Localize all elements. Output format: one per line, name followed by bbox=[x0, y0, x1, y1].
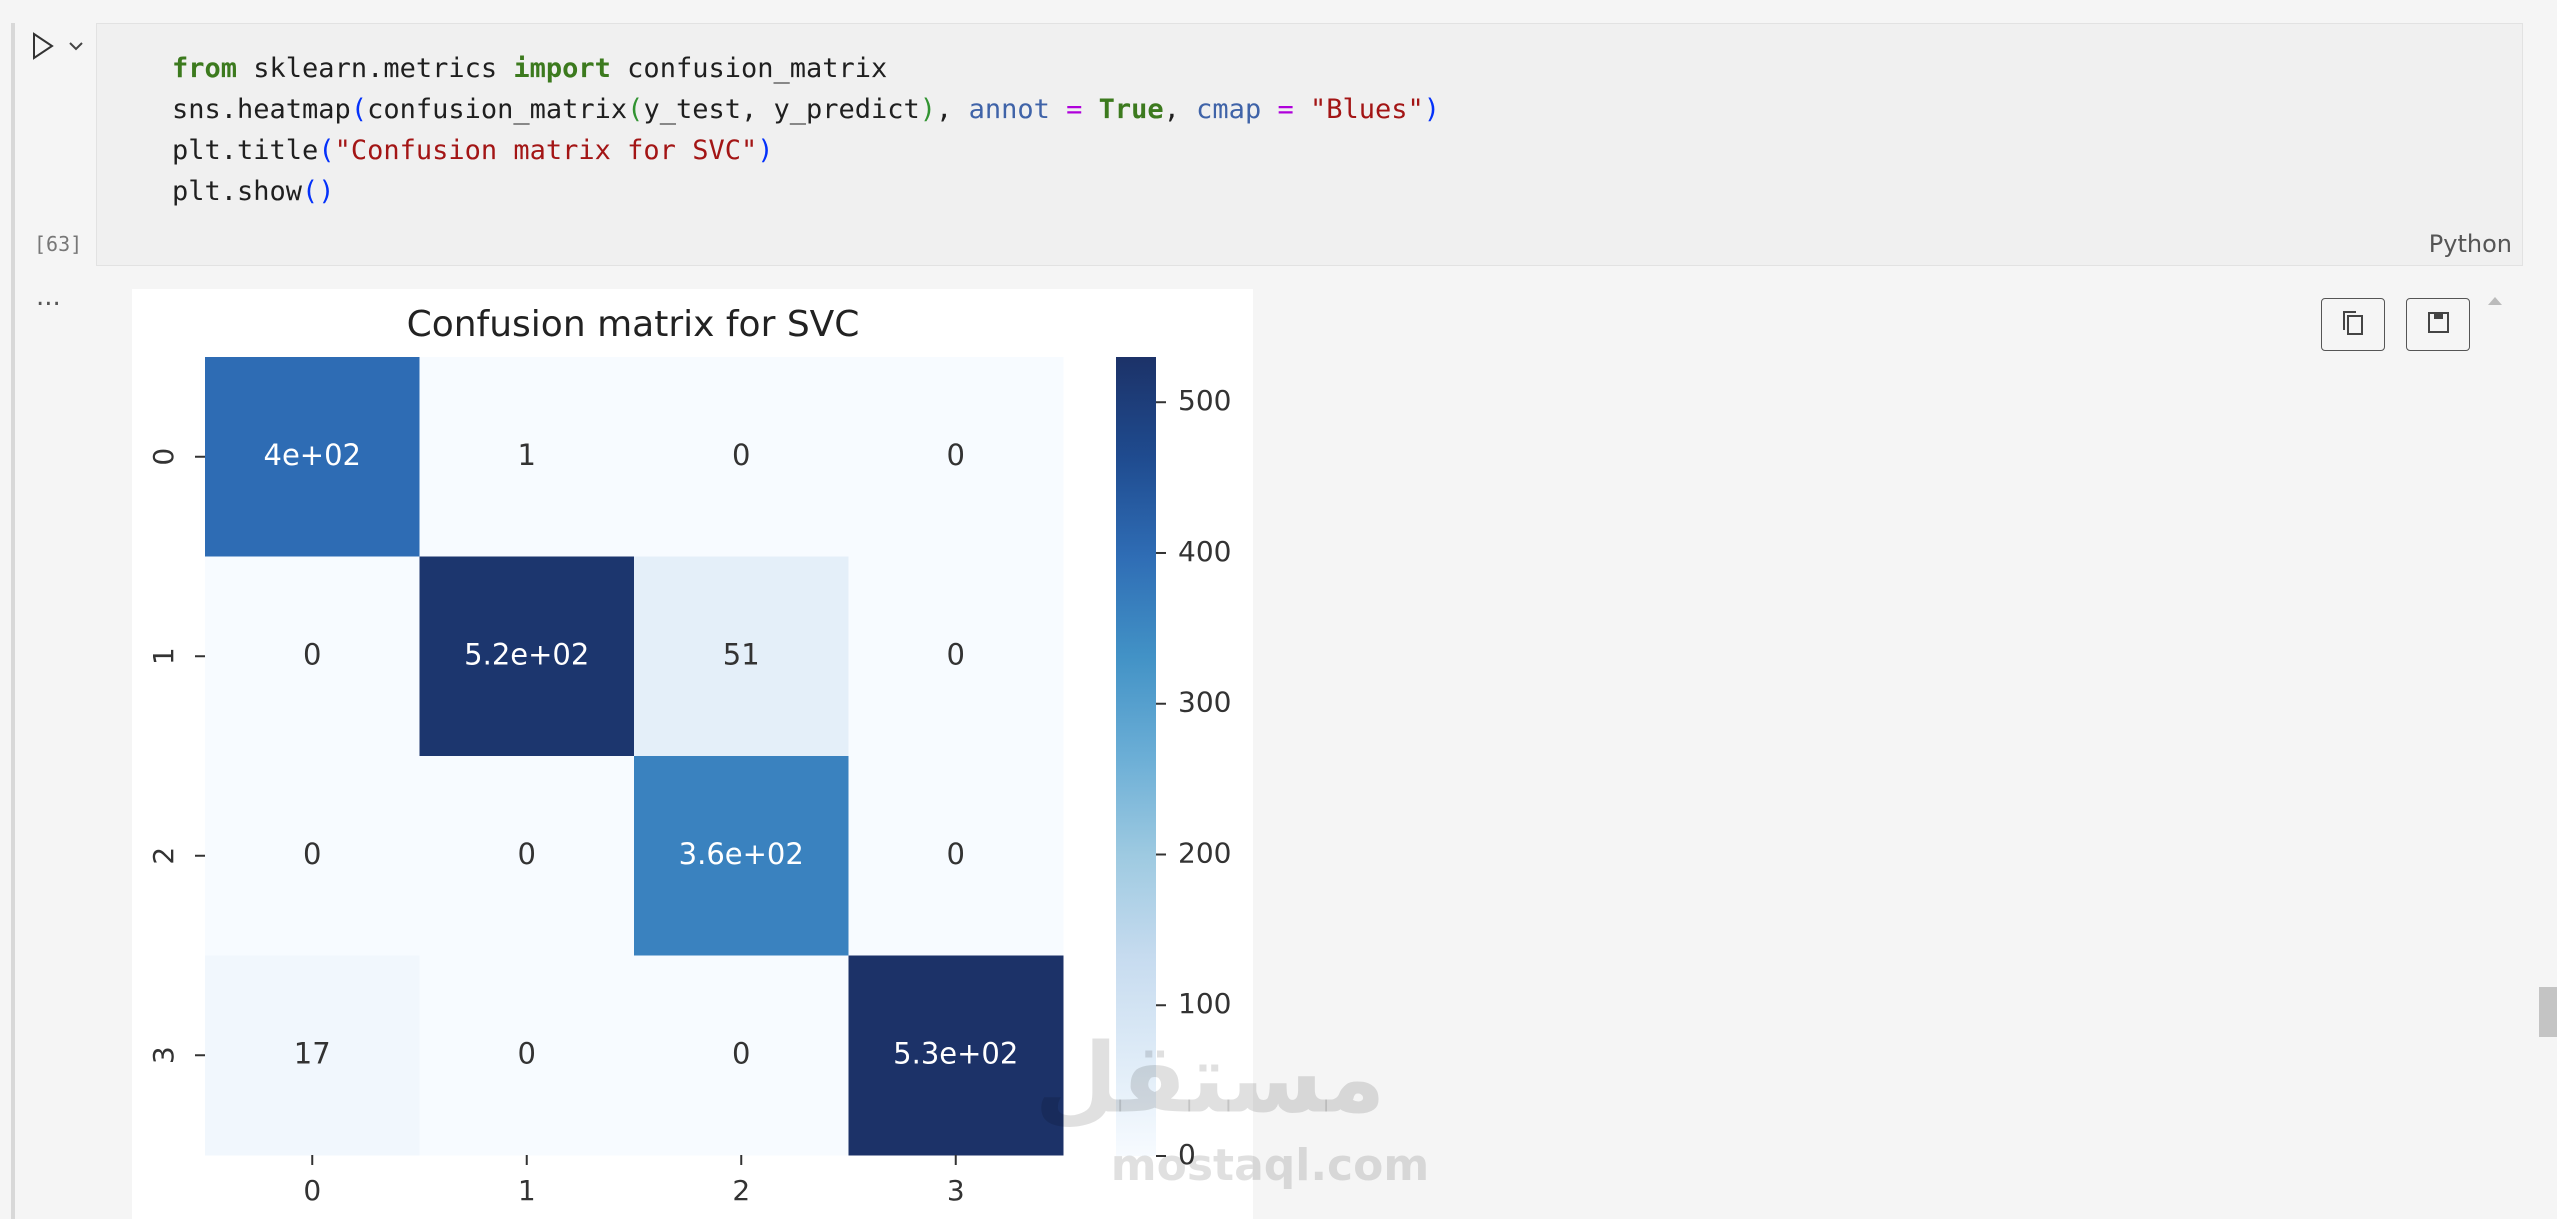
x-tick-label: 3 bbox=[947, 1174, 965, 1207]
code-token: sklearn.metrics bbox=[237, 53, 514, 84]
y-tick-label: 1 bbox=[147, 647, 180, 665]
code-line: plt.show() bbox=[172, 176, 335, 207]
run-button[interactable] bbox=[33, 32, 54, 60]
code-token: import bbox=[513, 53, 611, 84]
heatmap-cell bbox=[205, 955, 420, 1156]
cell-label: 0 bbox=[303, 637, 321, 671]
cell-label: 0 bbox=[947, 438, 965, 472]
heatmap-cell bbox=[848, 955, 1064, 1156]
code-cell[interactable]: from sklearn.metrics import confusion_ma… bbox=[96, 23, 2523, 266]
heatmap-cell bbox=[634, 556, 849, 757]
cell-label: 51 bbox=[723, 637, 760, 671]
heatmap-cell bbox=[205, 357, 420, 557]
cell-label: 0 bbox=[303, 837, 321, 871]
heatmap-cell bbox=[419, 756, 635, 956]
code-token: from bbox=[172, 53, 238, 84]
code-line: plt.title("Confusion matrix for SVC") bbox=[172, 135, 773, 166]
colorbar-tick-label: 100 bbox=[1178, 987, 1231, 1020]
code-token: , bbox=[936, 94, 969, 125]
code-token: sns.heatmap bbox=[172, 94, 351, 125]
colorbar-tick-label: 300 bbox=[1178, 686, 1231, 719]
x-tick-label: 1 bbox=[518, 1174, 536, 1207]
cell-label: 0 bbox=[732, 438, 750, 472]
code-token: plt.show bbox=[172, 176, 303, 207]
cell-label: 0 bbox=[732, 1036, 750, 1070]
code-token: ) bbox=[757, 135, 774, 166]
code-token: "Confusion matrix for SVC" bbox=[334, 135, 758, 166]
cell-label: 5.2e+02 bbox=[464, 637, 589, 671]
cell-label: 0 bbox=[947, 637, 965, 671]
code-token: True bbox=[1098, 94, 1164, 125]
cell-bar bbox=[11, 23, 15, 1219]
x-tick-label: 0 bbox=[303, 1174, 321, 1207]
cell-label: 17 bbox=[294, 1036, 331, 1070]
code-token: ) bbox=[1423, 94, 1441, 125]
colorbar bbox=[1116, 357, 1156, 1156]
cell-label: 0 bbox=[518, 1036, 536, 1070]
code-token: ( bbox=[350, 94, 368, 125]
heatmap-cell bbox=[419, 357, 635, 557]
scroll-up[interactable] bbox=[2488, 297, 2502, 305]
cell-label: 1 bbox=[518, 438, 536, 472]
run-menu[interactable] bbox=[69, 42, 83, 51]
x-tick-label: 2 bbox=[732, 1174, 750, 1207]
execution-count: [63] bbox=[34, 232, 83, 256]
cell-label: 5.3e+02 bbox=[893, 1036, 1018, 1070]
y-tick-label: 2 bbox=[147, 847, 180, 865]
code-token: = bbox=[1261, 94, 1310, 125]
code-token: ( bbox=[627, 94, 644, 125]
watermark-arabic: مستقل bbox=[1034, 1022, 1385, 1134]
code-token: annot bbox=[968, 94, 1050, 125]
code-token: ) bbox=[919, 94, 937, 125]
cell-label: 0 bbox=[947, 837, 965, 871]
code-token: confusion_matrix bbox=[610, 53, 888, 84]
heatmap-cell bbox=[848, 756, 1064, 956]
watermark-latin: mostaql.com bbox=[1111, 1140, 1429, 1191]
heatmap-cell bbox=[205, 556, 420, 757]
cell-language[interactable]: Python bbox=[2428, 230, 2512, 258]
heatmap-cell bbox=[205, 756, 420, 956]
code-token: "Blues" bbox=[1309, 94, 1424, 125]
code-token: = bbox=[1049, 94, 1099, 125]
save-button[interactable] bbox=[2406, 298, 2470, 351]
cell-label: 4e+02 bbox=[264, 438, 362, 472]
y-tick-label: 3 bbox=[147, 1046, 180, 1064]
output-menu[interactable]: ... bbox=[36, 282, 61, 312]
cell-label: 3.6e+02 bbox=[679, 837, 804, 871]
heatmap-cell bbox=[634, 955, 849, 1156]
code-token: confusion_matrix bbox=[367, 94, 628, 125]
save-icon bbox=[2428, 312, 2449, 333]
colorbar-tick-label: 0 bbox=[1178, 1138, 1196, 1171]
heatmap-cell bbox=[848, 357, 1064, 557]
figure bbox=[132, 289, 1253, 1219]
colorbar-tick-label: 200 bbox=[1178, 836, 1231, 869]
heatmap-cell bbox=[634, 756, 849, 956]
heatmap-cell bbox=[419, 955, 635, 1156]
y-tick-label: 0 bbox=[147, 448, 180, 466]
heatmap-cell bbox=[634, 357, 849, 557]
scrollbar-thumb[interactable] bbox=[2539, 987, 2557, 1037]
chart-title: Confusion matrix for SVC bbox=[407, 304, 860, 345]
colorbar-tick-label: 400 bbox=[1178, 535, 1231, 568]
heatmap-cell bbox=[848, 556, 1064, 757]
copy-button[interactable] bbox=[2321, 298, 2385, 351]
copy-icon bbox=[2343, 311, 2363, 335]
colorbar-tick-label: 500 bbox=[1178, 384, 1231, 417]
code-token: ( bbox=[318, 135, 335, 166]
cell-label: 0 bbox=[518, 837, 536, 871]
code-token: y_test, y_predict bbox=[643, 94, 920, 125]
code-token: () bbox=[302, 176, 335, 207]
code-line: sns.heatmap(confusion_matrix(y_test, y_p… bbox=[172, 94, 1440, 125]
code-token: , bbox=[1163, 94, 1197, 125]
code-token: cmap bbox=[1196, 94, 1262, 125]
code-token: plt.title bbox=[172, 135, 319, 166]
code-line: from sklearn.metrics import confusion_ma… bbox=[172, 53, 887, 84]
heatmap-cell bbox=[419, 556, 635, 757]
plot: 4e+02 1 0 00 5.2e+02 51 00 0 3.6e+02 017 0 0 5.3e+02… bbox=[147, 357, 1231, 1207]
